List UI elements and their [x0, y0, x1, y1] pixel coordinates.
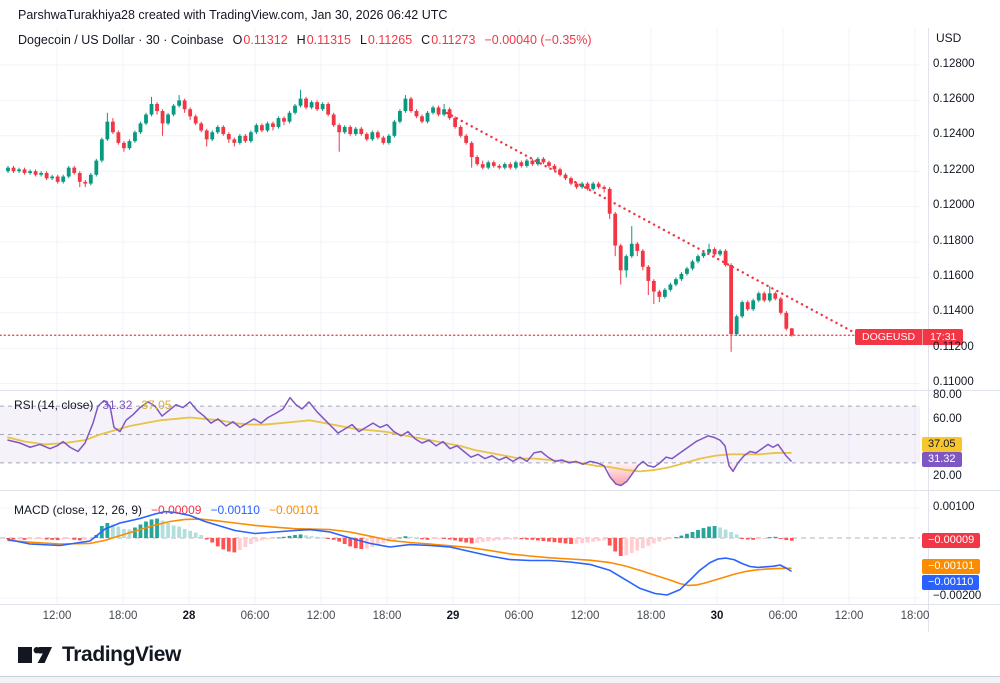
time-axis-day-label: 30: [710, 610, 724, 622]
price-axis-label: 0.12200: [933, 163, 975, 176]
attribution-text: ParshwaTurakhiya28 created with TradingV…: [18, 8, 448, 22]
rsi-value: 31.32: [102, 398, 133, 412]
price-axis-label: 0.12600: [933, 92, 975, 105]
time-axis-label: 06:00: [240, 610, 270, 622]
price-axis-label: 0.11000: [933, 376, 974, 389]
price-axis-label: 0.11200: [933, 340, 974, 353]
open-readout: O 0.11312: [232, 33, 288, 47]
macd-title[interactable]: MACD (close, 12, 26, 9): [14, 503, 143, 517]
time-axis-label: 18:00: [108, 610, 138, 622]
price-axis-currency-label: USD: [936, 31, 962, 45]
price-axis-label: 0.11400: [933, 305, 974, 318]
macd-value-badge: −0.00101: [922, 559, 981, 574]
macd-signal-value: −0.00101: [268, 503, 320, 517]
time-axis[interactable]: 12:00 18:00 28 06:00 12:00 18:00 29 06:00 12:00 1…: [0, 604, 929, 634]
price-axis-label: 0.12000: [933, 199, 975, 212]
tradingview-logo-text: TradingView: [62, 643, 181, 666]
macd-axis-label: −0.00200: [933, 590, 982, 602]
time-axis-label: 06:00: [768, 610, 798, 622]
rsi-axis-label: 60.00: [933, 413, 962, 425]
price-axis-label: 0.11800: [933, 234, 974, 247]
change-readout: −0.00040 (−0.35%): [484, 33, 592, 47]
time-axis-day-label: 29: [446, 610, 460, 622]
rsi-title[interactable]: RSI (14, close): [14, 398, 94, 412]
bottom-strip: [0, 676, 1000, 683]
macd-value-badge: −0.00110: [922, 575, 980, 590]
rsi-value-badge: 31.32: [922, 452, 962, 467]
macd-value-badge: −0.00009: [922, 533, 981, 548]
symbol-legend: Dogecoin / US Dollar · 30 · Coinbase O 0.…: [18, 33, 592, 47]
rsi-axis-label: 20.00: [933, 470, 962, 482]
high-readout: H 0.11315: [296, 33, 351, 47]
price-axis-label: 0.12400: [933, 128, 975, 141]
current-price-flag: DOGEUSD 17:31: [855, 329, 964, 345]
time-axis-label: 12:00: [42, 610, 72, 622]
time-axis-label: 12:00: [570, 610, 600, 622]
rsi-legend: RSI (14, close) 31.32 37.05: [14, 398, 171, 412]
time-axis-day-label: 28: [182, 610, 196, 622]
rsi-value-badge: 37.05: [922, 437, 962, 452]
tradingview-logo-icon: [18, 647, 52, 663]
time-axis-label: 12:00: [834, 610, 864, 622]
close-readout: C 0.11273: [421, 33, 476, 47]
symbol-title[interactable]: Dogecoin / US Dollar · 30 · Coinbase: [18, 33, 224, 47]
price-axis-label: 0.11600: [933, 269, 974, 282]
time-axis-label: 18:00: [636, 610, 666, 622]
time-axis-label: 18:00: [372, 610, 402, 622]
macd-hist-value: −0.00009: [151, 503, 202, 517]
price-flag-divider: [922, 329, 924, 345]
price-axis-label: 0.12800: [933, 57, 975, 70]
time-axis-label: 06:00: [504, 610, 534, 622]
rsi-ma-value: 37.05: [141, 398, 172, 412]
low-readout: L 0.11265: [359, 33, 413, 47]
rsi-axis-label: 80.00: [933, 389, 962, 401]
macd-axis-label: 0.00100: [933, 501, 975, 513]
time-axis-label: 12:00: [306, 610, 336, 622]
macd-legend: MACD (close, 12, 26, 9) −0.00009 −0.0011…: [14, 503, 319, 517]
macd-line-value: −0.00110: [210, 503, 260, 517]
time-axis-label: 18:00: [900, 610, 929, 622]
tradingview-logo[interactable]: TradingView: [16, 640, 181, 670]
price-flag-symbol: DOGEUSD: [862, 331, 916, 343]
price-flag-countdown: 17:31: [930, 331, 957, 343]
